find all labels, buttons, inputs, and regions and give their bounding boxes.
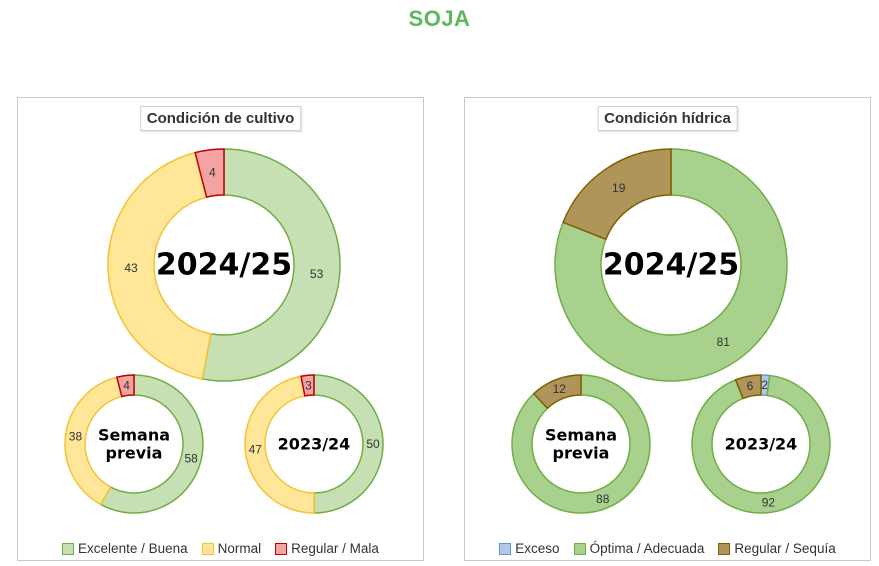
legend-swatch-excelente-buena <box>62 542 75 555</box>
legend-label: Exceso <box>515 541 560 556</box>
data-label-normal: 43 <box>124 261 138 275</box>
donut-center-label: 2023/24 <box>725 435 798 454</box>
data-label-optima: 81 <box>717 335 731 349</box>
slice-excelente <box>201 148 341 382</box>
donut-center-label: Semana <box>98 425 170 444</box>
legend-swatch-optima-adecuada <box>573 542 586 555</box>
crop-condition-title: Condición de cultivo <box>139 106 302 131</box>
water-condition-panel: 81 19 2024/25 88 12 Semana previa 2 92 6 2023/24 C… <box>464 97 871 561</box>
legend-label: Regular / Sequía <box>734 541 836 556</box>
data-label-normal: 47 <box>249 443 263 457</box>
data-label-optima: 92 <box>762 496 776 510</box>
slice-excelente <box>99 374 204 514</box>
donut-center-label: 2024/25 <box>603 248 739 283</box>
slice-sequia <box>532 374 582 410</box>
data-label-normal: 38 <box>69 430 83 444</box>
legend-item-normal: Normal <box>201 541 262 556</box>
data-label-regular_mala: 4 <box>123 378 130 392</box>
data-label-regular_mala: 4 <box>209 166 216 180</box>
data-label-sequia: 12 <box>553 382 567 396</box>
legend-label: Óptima / Adecuada <box>589 541 705 556</box>
legend-swatch-regular-sequia <box>718 542 731 555</box>
donut-center-label: 2023/24 <box>278 435 351 454</box>
donut-2023-24: 50 47 3 2023/24 <box>244 374 384 514</box>
slice-sequia <box>562 148 672 241</box>
water-condition-legend: Exceso Óptima / Adecuada Regular / Sequí… <box>465 541 870 556</box>
legend-item-regular-sequia: Regular / Sequía <box>718 541 836 556</box>
data-label-exceso: 2 <box>761 378 768 392</box>
data-label-sequia: 19 <box>612 181 626 195</box>
data-label-regular_mala: 3 <box>305 378 312 392</box>
donut-center-label: previa <box>106 444 163 463</box>
slice-regular_mala <box>194 148 225 199</box>
slice-regular_mala <box>115 374 135 398</box>
slice-optima <box>691 374 831 514</box>
water-condition-title: Condición hídrica <box>597 106 738 131</box>
data-label-excelente: 58 <box>184 452 198 466</box>
donut-2024-25: 81 19 2024/25 <box>554 148 788 382</box>
donut-center-label: 2024/25 <box>156 248 292 283</box>
data-label-optima: 88 <box>596 492 610 506</box>
donut-center-label: Semana <box>545 425 617 444</box>
data-label-excelente: 53 <box>310 267 324 281</box>
donut-2024-25: 53 43 4 2024/25 <box>107 148 341 382</box>
donut-center-label: previa <box>553 444 610 463</box>
data-label-excelente: 50 <box>366 437 380 451</box>
legend-item-regular-mala: Regular / Mala <box>275 541 379 556</box>
legend-swatch-normal <box>201 542 214 555</box>
crop-condition-panel: 53 43 4 2024/25 58 38 4 Semana previa 50 47 3 2023/2… <box>17 97 424 561</box>
legend-label: Normal <box>217 541 262 556</box>
slice-excelente <box>313 374 384 514</box>
legend-item-excelente-buena: Excelente / Buena <box>62 541 188 556</box>
slice-optima <box>511 374 651 514</box>
crop-condition-legend: Excelente / Buena Normal Regular / Mala <box>18 541 423 556</box>
slice-normal <box>244 375 315 514</box>
slice-optima <box>554 148 788 382</box>
legend-swatch-exceso <box>499 542 512 555</box>
slice-regular_mala <box>300 374 315 397</box>
slice-sequia <box>734 374 762 400</box>
legend-item-exceso: Exceso <box>499 541 560 556</box>
slice-normal <box>107 151 212 380</box>
page-title: SOJA <box>408 6 471 31</box>
data-label-sequia: 6 <box>747 379 754 393</box>
legend-item-optima-adecuada: Óptima / Adecuada <box>573 541 705 556</box>
legend-swatch-regular-mala <box>275 542 288 555</box>
donut-2023-24: 2 92 6 2023/24 <box>691 374 831 514</box>
legend-label: Excelente / Buena <box>78 541 188 556</box>
legend-label: Regular / Mala <box>291 541 379 556</box>
